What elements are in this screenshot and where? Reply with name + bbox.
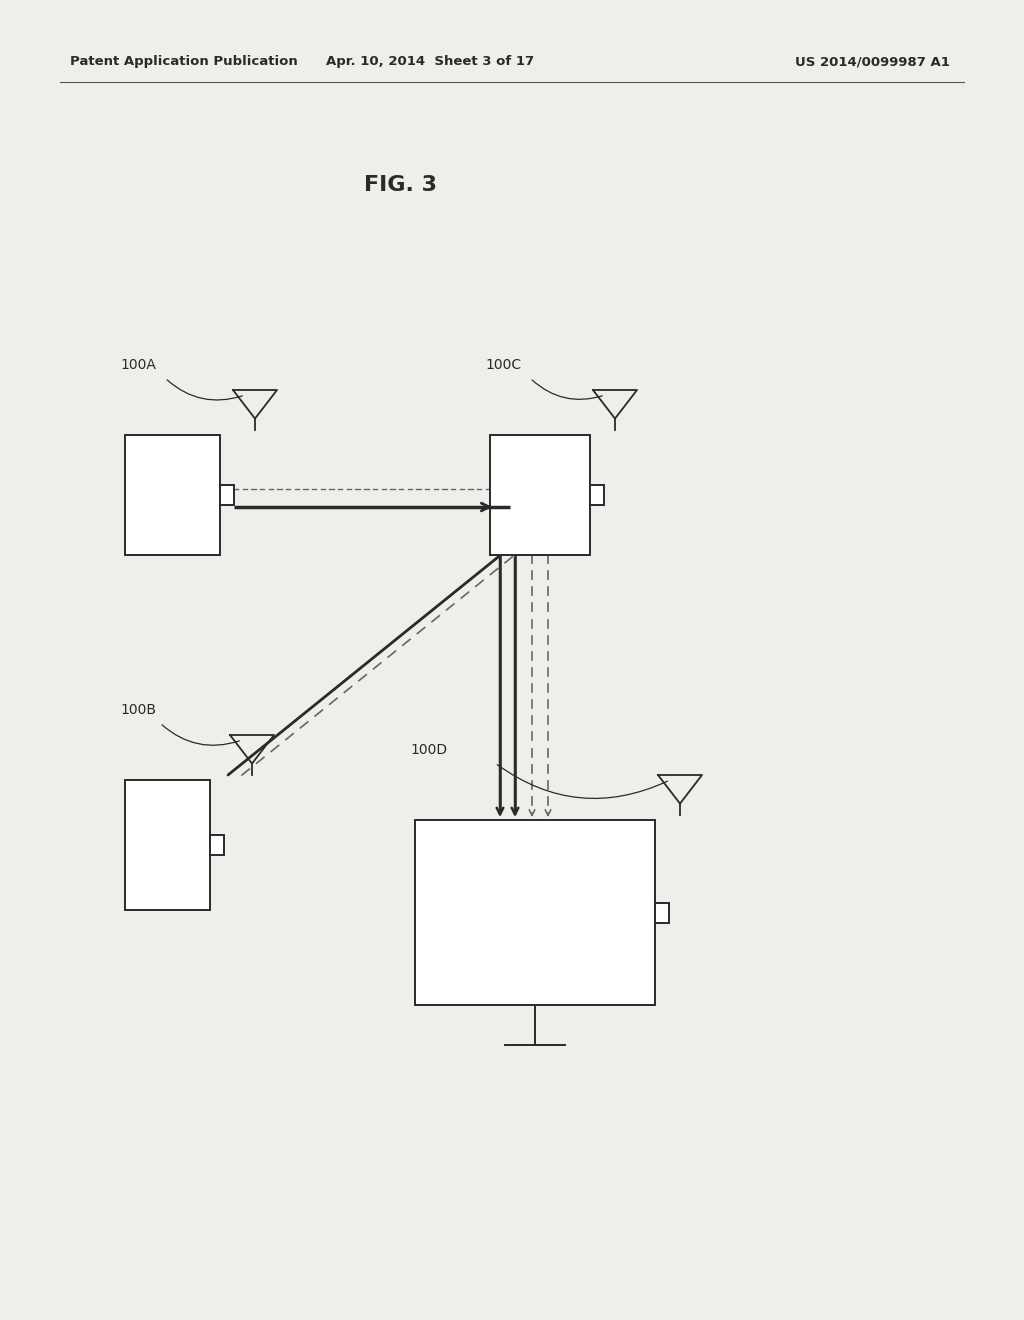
- Text: 100C: 100C: [485, 358, 521, 372]
- Bar: [125, 780, 210, 909]
- Text: Patent Application Publication: Patent Application Publication: [70, 55, 298, 69]
- Text: 100B: 100B: [120, 704, 156, 717]
- Bar: [210, 836, 224, 855]
- Text: Apr. 10, 2014  Sheet 3 of 17: Apr. 10, 2014 Sheet 3 of 17: [326, 55, 535, 69]
- Text: US 2014/0099987 A1: US 2014/0099987 A1: [795, 55, 950, 69]
- Bar: [590, 484, 604, 506]
- Bar: [415, 820, 655, 1005]
- Text: 100D: 100D: [410, 743, 447, 756]
- Text: FIG. 3: FIG. 3: [364, 176, 436, 195]
- Bar: [490, 436, 590, 554]
- Bar: [655, 903, 669, 923]
- Bar: [125, 436, 220, 554]
- Bar: [220, 484, 234, 506]
- Text: 100A: 100A: [120, 358, 156, 372]
